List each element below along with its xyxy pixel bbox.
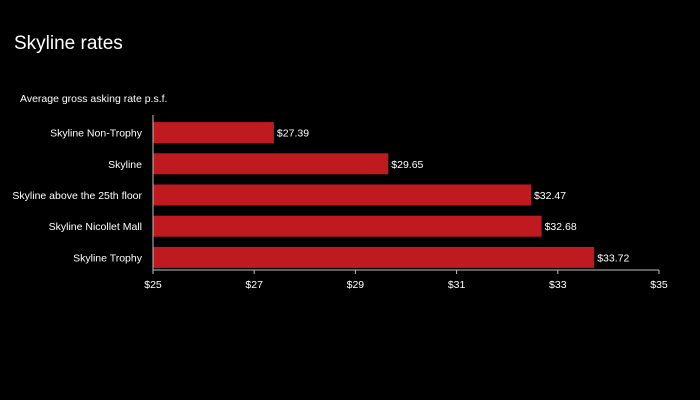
x-tick-label: $29 xyxy=(347,279,365,291)
bar xyxy=(153,153,389,175)
x-tick-label: $31 xyxy=(448,279,466,291)
bars-layer xyxy=(153,122,595,268)
x-tick-label: $25 xyxy=(144,279,162,291)
category-label: Skyline above the 25th floor xyxy=(12,190,142,202)
x-tick-label: $33 xyxy=(549,279,567,291)
category-label: Skyline Non-Trophy xyxy=(50,128,143,140)
data-label: $33.72 xyxy=(597,252,629,264)
x-axis-ticks: $25 $27 $29 $31 $33 $35 xyxy=(144,270,668,291)
chart-subtitle: Average gross asking rate p.s.f. xyxy=(20,93,168,105)
bar xyxy=(153,215,542,237)
category-labels: Skyline Non-Trophy Skyline Skyline above t… xyxy=(12,128,142,265)
bar xyxy=(153,184,531,206)
category-label: Skyline Trophy xyxy=(73,252,143,264)
category-label: Skyline xyxy=(108,159,142,171)
data-label: $32.68 xyxy=(545,221,577,233)
slide-title: Skyline rates xyxy=(14,33,123,54)
bar xyxy=(153,122,274,144)
data-label: $27.39 xyxy=(277,128,309,140)
value-labels: $27.39 $29.65 $32.47 $32.68 $33.72 xyxy=(277,128,630,265)
category-label: Skyline Nicollet Mall xyxy=(49,221,142,233)
data-label: $29.65 xyxy=(391,159,423,171)
x-tick-label: $35 xyxy=(650,279,668,291)
bar xyxy=(153,246,595,268)
x-tick-label: $27 xyxy=(245,279,263,291)
data-label: $32.47 xyxy=(534,190,566,202)
